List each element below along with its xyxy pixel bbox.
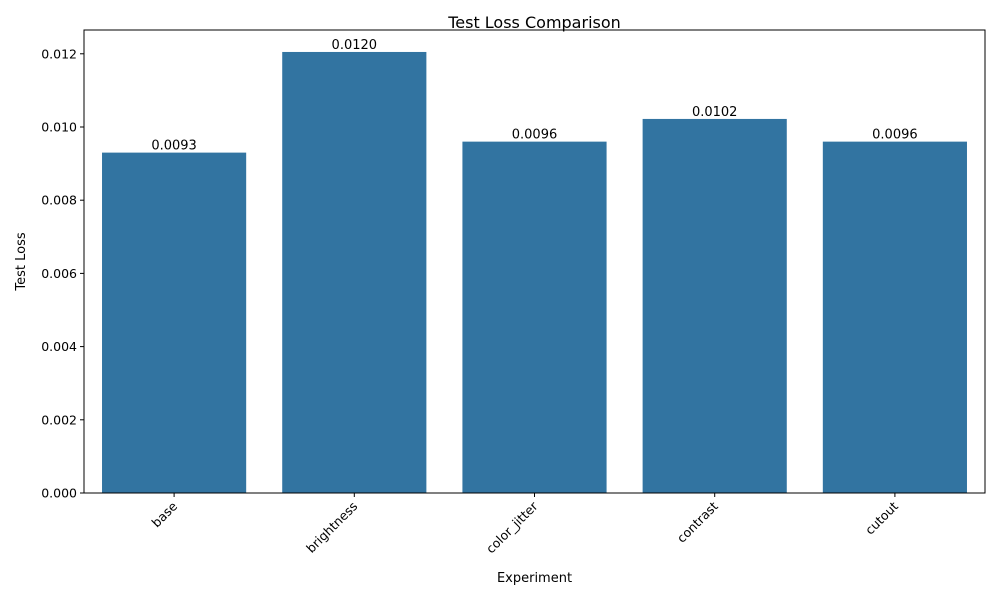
bar-cutout — [822, 141, 967, 493]
bars-group — [102, 51, 967, 494]
y-tick-label: 0.008 — [41, 193, 77, 208]
y-tick-label: 0.004 — [41, 339, 77, 354]
bar-base — [102, 152, 247, 493]
bar-color_jitter — [462, 141, 607, 493]
bar-contrast — [642, 118, 787, 494]
value-labels-group: 0.0093 0.0120 0.0096 0.0102 0.0096 — [151, 38, 917, 154]
y-axis-label: Test Loss — [14, 232, 29, 291]
chart-title: Test Loss Comparison — [447, 13, 621, 32]
x-axis-label: Experiment — [497, 571, 572, 586]
y-axis-ticks: 0.000 0.002 0.004 0.006 0.008 0.010 0.012 — [41, 46, 84, 501]
y-tick-label: 0.002 — [41, 412, 77, 427]
plot-frame — [83, 29, 986, 494]
y-tick-label: 0.012 — [41, 46, 77, 61]
value-label-contrast: 0.0102 — [692, 105, 738, 120]
y-tick-label: 0.006 — [41, 266, 77, 281]
y-tick-label: 0.010 — [41, 119, 77, 134]
value-label-color_jitter: 0.0096 — [512, 128, 558, 143]
y-tick-label: 0.000 — [41, 486, 77, 501]
value-label-brightness: 0.0120 — [332, 38, 378, 53]
value-label-base: 0.0093 — [151, 139, 197, 154]
value-label-cutout: 0.0096 — [872, 128, 918, 143]
bar-brightness — [282, 51, 427, 493]
